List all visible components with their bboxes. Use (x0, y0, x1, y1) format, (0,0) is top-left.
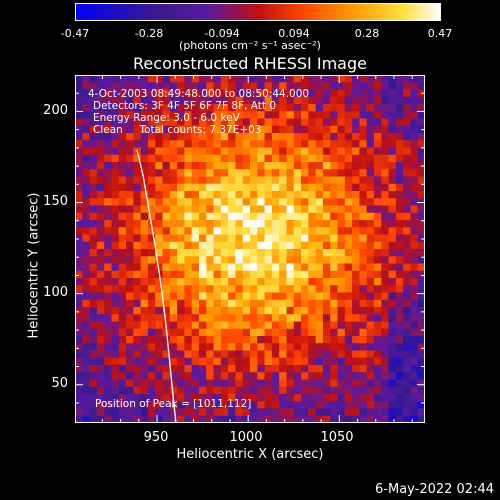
x-tick-label: 1000 (229, 430, 263, 445)
colorbar-tick: -0.28 (134, 27, 164, 40)
colorbar-tick: 0.094 (278, 27, 310, 40)
colorbar-tick: 0.28 (354, 27, 380, 40)
y-tick-label: 200 (43, 103, 68, 118)
image-plot (75, 75, 425, 423)
colorbar-tick: 0.47 (427, 27, 453, 40)
x-axis-label: Heliocentric X (arcsec) (176, 447, 324, 462)
x-tick-label: 950 (143, 430, 169, 445)
y-tick-label: 50 (51, 376, 68, 391)
y-axis-label: Heliocentric Y (arcsec) (26, 192, 42, 339)
colorbar-tick: -0.47 (60, 27, 90, 40)
y-tick-label: 150 (43, 194, 68, 209)
solar-limb-line (136, 149, 177, 423)
annotation-detectors: Detectors: 3F 4F 5F 6F 7F 8F, Att 0 (93, 100, 277, 112)
annotation-energy: Energy Range: 3.0 - 6.0 keV (93, 112, 240, 124)
annotation-peak: Position of Peak = [1011,112] (95, 398, 252, 410)
annotation-clean: Clean Total counts: 7.37E+03 (93, 124, 262, 136)
annotation-time: 4-Oct-2003 08:49:48.000 to 08:50:44.000 (88, 88, 310, 100)
colorbar (75, 3, 441, 21)
colorbar-tick: -0.094 (204, 27, 240, 40)
x-tick-label: 1050 (320, 430, 354, 445)
colorbar-unit-label: (photons cm⁻² s⁻¹ asec⁻²) (179, 39, 321, 52)
chart-title: Reconstructed RHESSI Image (133, 54, 367, 73)
footer-date: 6-May-2022 02:44 (375, 482, 494, 497)
plot-frame (75, 75, 425, 423)
y-tick-label: 100 (43, 285, 68, 300)
axis-ticks (75, 75, 425, 423)
